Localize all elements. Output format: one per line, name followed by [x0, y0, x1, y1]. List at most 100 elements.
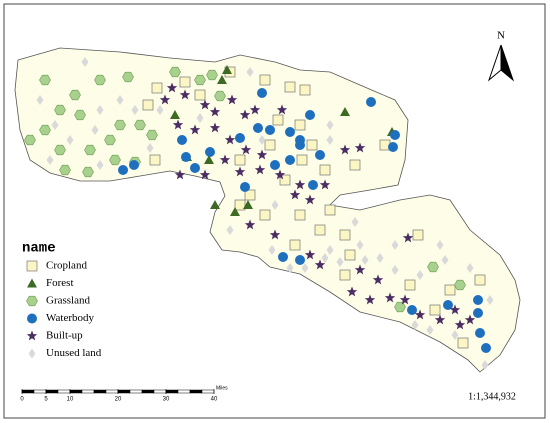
map-marker: [205, 147, 215, 157]
map-marker: [109, 154, 121, 166]
map-marker: [451, 330, 459, 340]
map-marker: [457, 337, 469, 349]
scale-segment: [81, 389, 95, 394]
map-marker: [366, 97, 376, 107]
map-marker: [473, 308, 483, 318]
map-marker: [239, 109, 251, 120]
map-marker: [429, 304, 441, 316]
map-marker: [324, 204, 336, 216]
legend-symbol: [26, 330, 38, 341]
map-marker: [314, 224, 326, 236]
map-marker: [254, 164, 266, 175]
map-marker: [149, 154, 161, 166]
north-label: N: [497, 30, 505, 42]
map-marker: [244, 189, 256, 201]
legend-symbol: [26, 295, 38, 307]
map-marker: [24, 134, 36, 146]
map-marker: [172, 119, 184, 130]
map-marker: [234, 154, 246, 166]
map-marker: [217, 75, 227, 84]
map-marker: [257, 88, 267, 98]
map-marker: [308, 180, 318, 190]
map-marker: [391, 240, 399, 250]
map-marker: [296, 154, 308, 166]
map-marker: [151, 82, 163, 94]
map-marker: [199, 169, 211, 180]
map-marker: [294, 209, 306, 221]
map-marker: [166, 82, 178, 93]
map-marker: [295, 255, 305, 265]
map-marker: [244, 219, 256, 230]
map-marker: [264, 139, 276, 151]
map-marker: [96, 160, 104, 170]
scale-tick-label: 30: [163, 397, 170, 403]
map-marker: [326, 245, 334, 255]
map-marker: [454, 319, 466, 330]
map-marker: [199, 99, 211, 110]
scale-segment: [141, 389, 155, 394]
map-marker: [235, 133, 245, 143]
map-marker: [304, 249, 316, 260]
scale-segment: [129, 389, 143, 394]
map-marker: [226, 94, 238, 105]
map-marker: [321, 253, 329, 263]
north-arrow: N: [487, 30, 515, 82]
map-marker: [426, 325, 434, 335]
scale-segment: [93, 389, 107, 394]
map-marker: [74, 109, 86, 121]
map-marker: [114, 119, 126, 131]
map-marker: [142, 99, 154, 111]
map-marker: [265, 125, 275, 135]
map-marker: [131, 105, 139, 115]
map-marker: [246, 67, 254, 77]
map-marker: [234, 166, 246, 177]
scale-tick-label: 40: [211, 397, 218, 403]
map-marker: [222, 65, 232, 74]
scale-segment: [33, 389, 47, 394]
map-marker: [481, 343, 491, 353]
map-marker: [59, 164, 71, 176]
map-marker: [209, 106, 221, 117]
map-marker: [272, 114, 284, 126]
map-marker: [209, 122, 221, 133]
map-marker: [278, 252, 288, 262]
scale-segment: [165, 389, 179, 394]
scale-segment: [45, 389, 59, 394]
map-marker: [289, 189, 301, 200]
map-marker: [194, 89, 206, 101]
map-marker: [240, 144, 252, 155]
map-marker: [344, 249, 356, 261]
map-marker: [219, 154, 231, 165]
map-marker: [181, 152, 191, 162]
map-marker: [269, 229, 281, 240]
map-marker: [384, 292, 396, 303]
marker-layer: [24, 57, 494, 370]
legend-symbol: [28, 348, 36, 359]
map-marker: [36, 95, 44, 105]
map-marker: [402, 232, 414, 243]
scale-segment: [153, 389, 167, 394]
scale-segment: [201, 389, 215, 394]
map-marker: [299, 84, 311, 96]
map-marker: [284, 81, 296, 93]
map-marker: [276, 104, 288, 115]
map-marker: [339, 144, 351, 155]
map-marker: [346, 286, 358, 297]
map-marker: [361, 255, 369, 265]
map-marker: [249, 104, 261, 115]
map-marker: [256, 149, 268, 160]
map-marker: [259, 74, 271, 86]
arrow-right: [500, 44, 515, 82]
map-marker: [444, 284, 456, 296]
map-marker: [170, 110, 180, 119]
scale-segment: [21, 389, 35, 394]
map-marker: [146, 143, 154, 153]
map-marker: [274, 169, 286, 180]
map-marker: [190, 163, 200, 173]
map-marker: [349, 159, 361, 171]
map-marker: [351, 217, 359, 227]
map-marker: [407, 305, 417, 315]
map-marker: [122, 71, 134, 83]
map-marker: [315, 150, 325, 160]
